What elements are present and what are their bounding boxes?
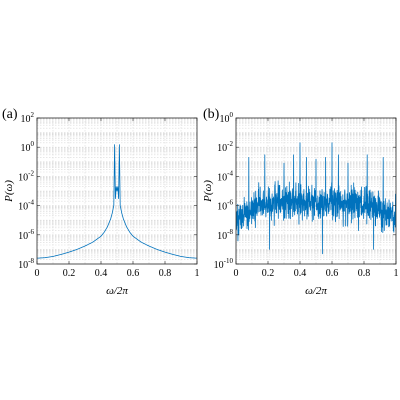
y-tick-label: 10-2	[217, 140, 233, 154]
y-tick-label: 10-8	[217, 228, 233, 242]
y-tick-exponent: 0	[31, 140, 35, 148]
y-tick-base: 10	[21, 114, 31, 125]
y-tick-base: 10	[214, 260, 224, 271]
panel-label: (a)	[2, 107, 18, 122]
x-tick-label: 0	[234, 268, 239, 279]
y-tick-base: 10	[18, 172, 28, 183]
spectrum-line	[236, 142, 396, 255]
y-tick-exponent: -8	[28, 257, 34, 265]
y-tick-exponent: -4	[227, 169, 233, 177]
y-tick-base: 10	[217, 143, 227, 154]
y-tick-exponent: -4	[28, 199, 34, 207]
y-tick-exponent: -2	[227, 140, 233, 148]
y-axis-title: P(ω)	[202, 180, 214, 203]
x-tick-label: 0.8	[159, 268, 172, 279]
y-tick-base: 10	[217, 172, 227, 183]
y-tick-exponent: 2	[31, 111, 35, 119]
y-tick-base: 10	[18, 231, 28, 242]
y-tick-base: 10	[220, 114, 230, 125]
x-tick-label: 0	[35, 268, 40, 279]
y-tick-exponent: -10	[224, 257, 234, 265]
y-tick-label: 102	[21, 111, 35, 125]
y-tick-label: 10-6	[217, 199, 233, 213]
axis-frame	[36, 117, 198, 265]
y-tick-label: 10-4	[18, 199, 34, 213]
y-tick-base: 10	[21, 143, 31, 154]
x-tick-label: 1	[195, 268, 200, 279]
y-tick-label: 10-8	[18, 257, 34, 271]
y-tick-label: 10-2	[18, 169, 34, 183]
x-axis-title: ω/2π	[305, 285, 327, 297]
x-tick-label: 0.6	[127, 268, 140, 279]
y-tick-exponent: -8	[227, 228, 233, 236]
axis-frame	[235, 117, 397, 265]
x-tick-label: 0.8	[358, 268, 371, 279]
y-tick-base: 10	[217, 231, 227, 242]
y-tick-exponent: -6	[227, 199, 233, 207]
y-tick-label: 100	[21, 140, 35, 154]
y-tick-base: 10	[217, 202, 227, 213]
y-tick-exponent: -2	[28, 169, 34, 177]
x-tick-label: 0.6	[326, 268, 339, 279]
y-tick-exponent: -6	[28, 228, 34, 236]
panel-b: 0 0.2 0.4 0.6 0.8 110010-210-410-610-810-10ω/…	[202, 107, 399, 297]
panel-a: 0 0.2 0.4 0.6 0.8 110210010-210-410-610-8ω/2π…	[2, 107, 200, 297]
y-tick-label: 100	[220, 111, 234, 125]
x-tick-label: 0.2	[262, 268, 275, 279]
y-tick-base: 10	[18, 260, 28, 271]
y-tick-label: 10-4	[217, 169, 233, 183]
x-tick-label: 0.4	[294, 268, 307, 279]
y-axis-title: P(ω)	[3, 180, 15, 203]
panel-label: (b)	[203, 107, 220, 122]
y-tick-base: 10	[18, 202, 28, 213]
y-tick-label: 10-10	[214, 257, 234, 271]
x-axis-title: ω/2π	[106, 285, 128, 297]
x-tick-label: 0.4	[95, 268, 108, 279]
x-tick-label: 0.2	[63, 268, 76, 279]
y-tick-exponent: 0	[230, 111, 234, 119]
y-tick-label: 10-6	[18, 228, 34, 242]
x-tick-label: 1	[394, 268, 399, 279]
spectrum-line	[37, 144, 197, 259]
